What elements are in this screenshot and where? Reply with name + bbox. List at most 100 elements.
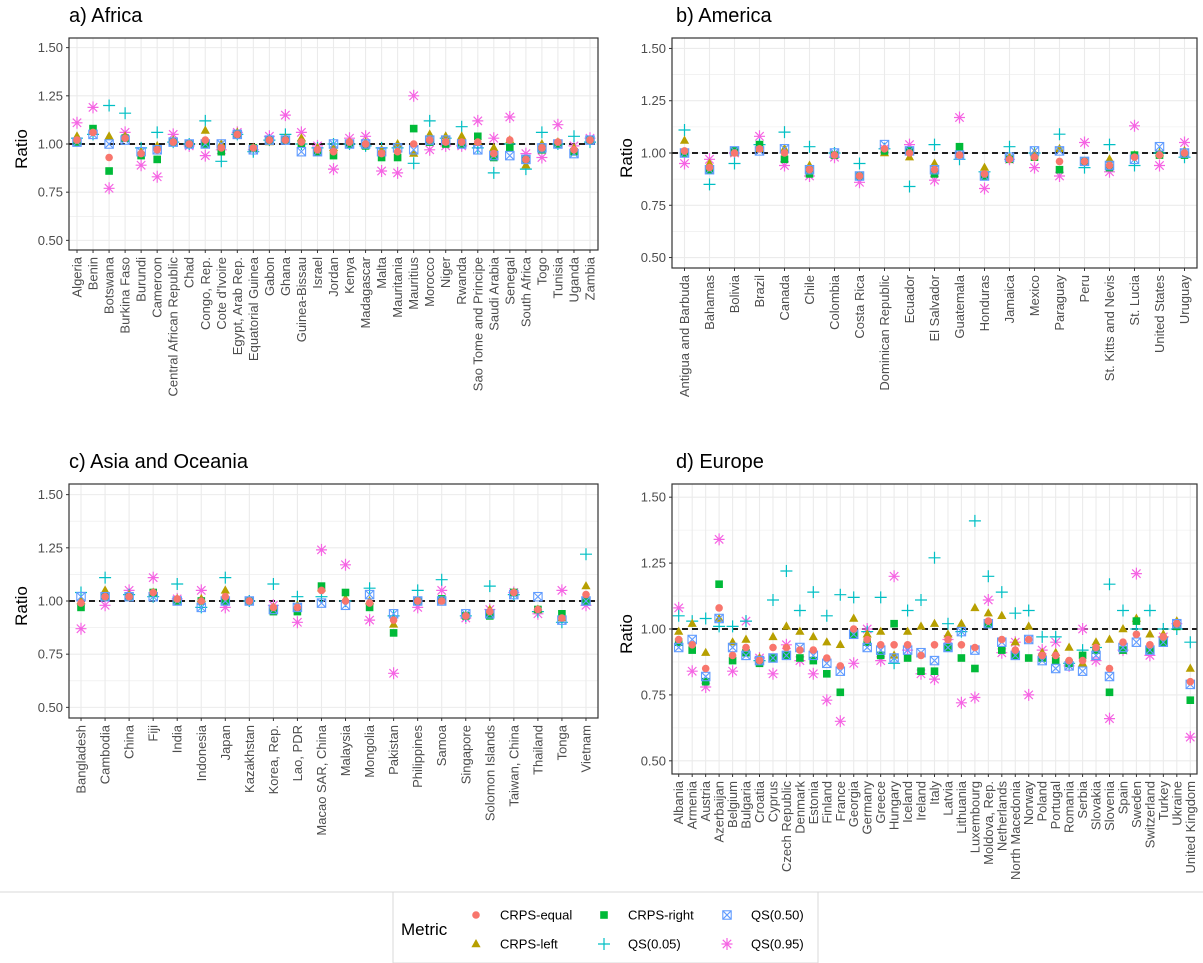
point-qs005-india [171, 578, 184, 590]
point-crps_left-spain [1118, 624, 1128, 633]
x-tick-label-jamaica: Jamaica [1002, 274, 1017, 323]
point-qs095-malta [376, 165, 388, 177]
point-qs095-japan [219, 601, 231, 614]
point-crps_left-north-macedonia [1010, 637, 1020, 646]
point-crps_equal-ecuador [905, 149, 914, 157]
legend: Metric CRPS-equal CRPS-left CRPS-right QS(0.… [0, 891, 1203, 963]
point-crps_equal-lao-pdr [293, 603, 302, 612]
x-tick-label-madagascar: Madagascar [358, 256, 373, 328]
point-crps_right-paraguay [1055, 165, 1064, 174]
point-qs005-cote-d-ivoire [215, 155, 228, 168]
x-tick-label-estonia: Estonia [806, 780, 821, 824]
point-crps_left-georgia [849, 613, 859, 622]
x-tick-label-saudi-arabia: Saudi Arabia [486, 256, 501, 330]
x-tick-label-jordan: Jordan [326, 257, 341, 297]
x-tick-label-canada: Canada [777, 274, 792, 320]
point-qs005-belgium [726, 620, 739, 633]
point-crps_equal-solomon-islands [486, 607, 494, 616]
x-tick-label-pakistan: Pakistan [386, 725, 401, 775]
x-tick-label-hungary: Hungary [887, 781, 902, 831]
point-crps_right-canada [780, 155, 789, 164]
x-tick-label-antigua-and-barbuda: Antigua and Barbuda [677, 274, 692, 397]
point-crps_right-malaysia [341, 588, 350, 597]
y-tick-label: 0.50 [641, 250, 666, 265]
point-crps_left-ireland [916, 621, 926, 630]
point-crps_equal-brazil [755, 145, 764, 153]
point-qs095-moldova-rep [982, 594, 994, 606]
x-tick-label-luxembourg: Luxembourg [967, 781, 982, 853]
x-tick-label-portugal: Portugal [1048, 781, 1063, 830]
point-qs095-bangladesh [75, 622, 87, 635]
point-crps_equal-senegal [506, 136, 514, 144]
y-tick-label: 1.50 [641, 490, 666, 505]
data-points [75, 543, 592, 680]
x-tick-label-brazil: Brazil [752, 275, 767, 308]
point-crps_equal-netherlands [998, 635, 1006, 644]
point-crps_equal-albania [674, 635, 683, 644]
panel-title: b) America [676, 5, 772, 27]
x-tick-label-uruguay: Uruguay [1177, 275, 1192, 325]
point-crps_right-brazil [755, 140, 764, 149]
x-tick-label-georgia: Georgia [846, 780, 861, 827]
point-crps_equal-kenya [345, 138, 354, 146]
x-tick-label-bulgaria: Bulgaria [739, 780, 754, 828]
point-qs005-albania [672, 609, 685, 622]
point-crps_left-saudi-arabia [489, 142, 499, 152]
point-crps_equal-tunisia [554, 138, 562, 146]
point-crps_right-macao-sar-china [317, 582, 326, 590]
x-tick-label-france: France [833, 781, 848, 821]
point-crps_right-austria [701, 677, 710, 686]
point-crps_right-bangladesh [77, 603, 85, 612]
point-crps_left-st-kitts-and-nevis [1104, 154, 1115, 163]
x-tick-label-burundi: Burundi [134, 257, 149, 302]
point-qs050-mongolia [364, 589, 375, 600]
x-tick-label-costa-rica: Costa Rica [852, 274, 867, 338]
point-qs005-ecuador [903, 180, 916, 193]
point-crps_equal-ireland [917, 651, 925, 660]
x-tick-label-slovakia: Slovakia [1089, 780, 1104, 830]
point-crps_equal-cyprus [769, 643, 777, 652]
point-crps_right-france [836, 688, 845, 697]
x-tick-label-finland: Finland [819, 781, 834, 824]
x-tick-label-senegal: Senegal [502, 257, 517, 305]
point-qs095-macao-sar-china [316, 543, 327, 556]
panel-border [68, 483, 599, 719]
legend-key-qs005 [598, 938, 610, 950]
x-tick-label-kazakhstan: Kazakhstan [242, 725, 257, 793]
point-qs005-norway [1022, 604, 1035, 617]
point-qs095-uruguay [1179, 136, 1190, 149]
point-crps_left-cambodia [100, 585, 110, 594]
point-crps_equal-togo [538, 144, 546, 152]
point-qs095-canada [779, 159, 790, 172]
y-axis-label: Ratio [617, 614, 636, 654]
point-crps_right-pakistan [389, 629, 398, 637]
x-tick-label-denmark: Denmark [792, 781, 807, 834]
x-tick-label-congo-rep: Congo, Rep. [198, 257, 213, 330]
point-crps_right-denmark [796, 654, 804, 662]
point-qs005-chile [803, 140, 816, 153]
point-qs005-cyprus [767, 594, 779, 606]
x-tick-label-bangladesh: Bangladesh [74, 725, 89, 794]
x-tick-label-croatia: Croatia [752, 780, 767, 823]
x-tick-label-indonesia: Indonesia [194, 724, 209, 781]
point-crps_equal-azerbaijan [715, 604, 723, 612]
point-qs005-togo [535, 126, 548, 139]
point-crps_left-iceland [903, 626, 913, 635]
x-tick-label-romania: Romania [1062, 780, 1077, 833]
legend-key-crps_left [471, 939, 481, 948]
point-qs095-brazil [754, 130, 765, 143]
x-tick-label-mauritania: Mauritania [390, 256, 405, 317]
point-qs095-philippines [412, 601, 424, 614]
x-tick-label-cameroon: Cameroon [150, 257, 165, 318]
x-tick-label-central-african-republic: Central African Republic [166, 257, 181, 397]
point-crps_left-romania [1064, 642, 1074, 651]
point-crps_right-ireland [917, 667, 925, 675]
x-tick-label-fiji: Fiji [146, 725, 161, 742]
x-tick-label-armenia: Armenia [685, 780, 700, 829]
point-qs050-portugal [1050, 663, 1061, 674]
point-qs050-hungary [889, 653, 899, 663]
point-qs095-united-states [1154, 159, 1165, 172]
point-crps_equal-spain [1119, 638, 1127, 646]
point-crps_right-mongolia [365, 603, 374, 612]
